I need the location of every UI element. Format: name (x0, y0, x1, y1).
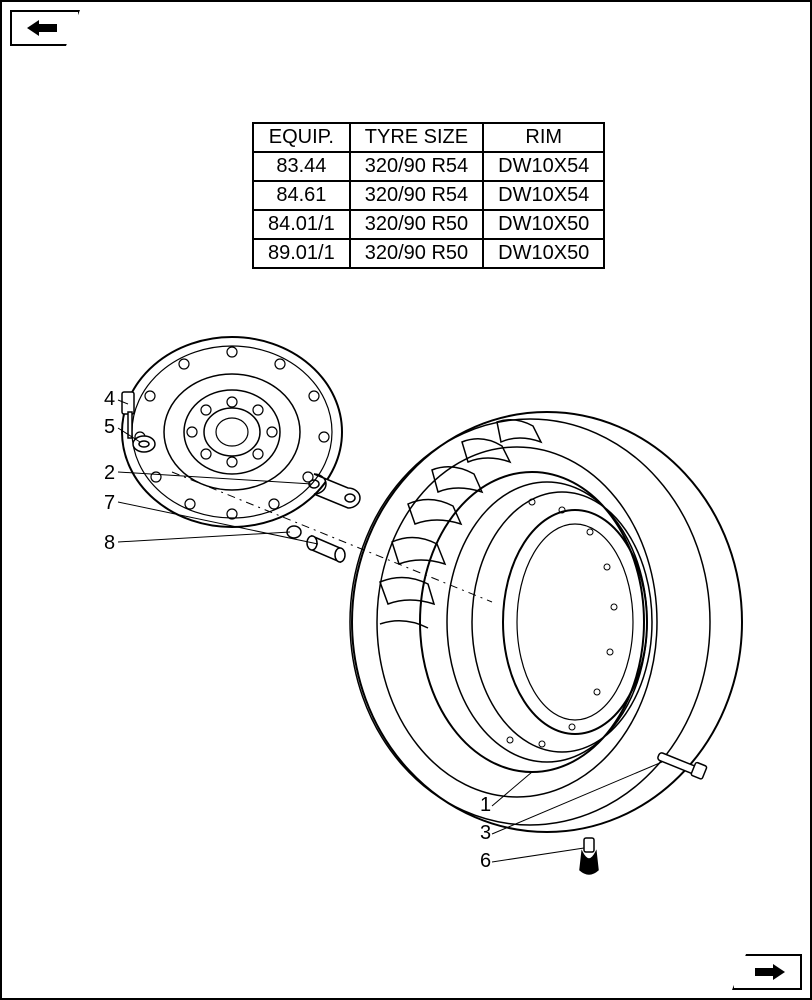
table-row: 83.44 320/90 R54 DW10X54 (253, 152, 604, 181)
table-row: 84.61 320/90 R54 DW10X54 (253, 181, 604, 210)
prev-page-badge[interactable] (10, 10, 80, 46)
arrow-left-icon (25, 18, 59, 38)
next-page-badge[interactable] (732, 954, 802, 990)
part-6-valve (580, 838, 598, 874)
col-equip: EQUIP. (253, 123, 350, 152)
callout-8: 8 (104, 532, 115, 555)
spec-table: EQUIP. TYRE SIZE RIM 83.44 320/90 R54 DW… (252, 122, 605, 269)
callout-1: 1 (480, 794, 491, 817)
callout-3: 3 (480, 822, 491, 845)
callout-5: 5 (104, 416, 115, 439)
callout-6: 6 (480, 850, 491, 873)
col-tyresize: TYRE SIZE (350, 123, 483, 152)
hub-disc (122, 337, 342, 527)
part-5-washer (133, 436, 155, 452)
page-frame: EQUIP. TYRE SIZE RIM 83.44 320/90 R54 DW… (0, 0, 812, 1000)
callout-7: 7 (104, 492, 115, 515)
arrow-right-icon (753, 962, 787, 982)
callout-2: 2 (104, 462, 115, 485)
part-3-bolt (657, 752, 707, 779)
col-rim: RIM (483, 123, 604, 152)
table-header-row: EQUIP. TYRE SIZE RIM (253, 123, 604, 152)
table-row: 89.01/1 320/90 R50 DW10X50 (253, 239, 604, 268)
exploded-diagram: 4 5 2 7 8 1 3 6 (62, 332, 752, 902)
callout-4: 4 (104, 388, 115, 411)
table-row: 84.01/1 320/90 R50 DW10X50 (253, 210, 604, 239)
